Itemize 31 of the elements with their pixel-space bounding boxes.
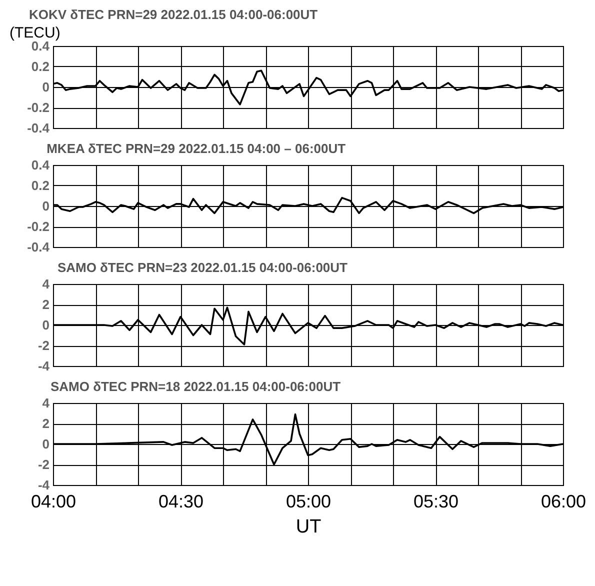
y-tick-label: -2 bbox=[38, 338, 50, 353]
y-tick-label: 2 bbox=[42, 297, 50, 312]
x-tick-label: 06:00 bbox=[540, 492, 586, 512]
y-tick-label: 0.2 bbox=[31, 178, 50, 193]
x-tick-label: 04:30 bbox=[158, 492, 204, 512]
chart-title: MKEA δTEC PRN=29 2022.01.15 04:00 – 06:00UT bbox=[46, 141, 346, 156]
y-tick-label: 0.4 bbox=[31, 38, 50, 54]
y-tick-label: 0 bbox=[42, 436, 50, 452]
y-tick-label: 0 bbox=[42, 318, 50, 332]
chart-title: KOKV δTEC PRN=29 2022.01.15 04:00-06:00UT bbox=[29, 7, 318, 22]
y-tick-label: 0 bbox=[42, 198, 50, 214]
y-tick-label: 0.2 bbox=[31, 59, 50, 74]
y-tick-label: 4 bbox=[42, 396, 50, 410]
y-tick-label: -2 bbox=[38, 457, 50, 472]
y-tick-label: -0.2 bbox=[27, 100, 50, 115]
chart-title: SAMO δTEC PRN=23 2022.01.15 04:00-06:00UT bbox=[57, 260, 348, 275]
x-tick-label: 04:00 bbox=[30, 492, 76, 512]
x-tick-label: 05:30 bbox=[413, 492, 459, 512]
y-tick-label: -4 bbox=[38, 478, 50, 492]
y-tick-label: -0.4 bbox=[27, 120, 50, 136]
y-axis-title: (TECU) bbox=[10, 24, 60, 42]
y-tick-label: 2 bbox=[42, 416, 50, 431]
y-tick-label: 0.4 bbox=[31, 158, 50, 172]
y-tick-label: 0 bbox=[42, 80, 50, 94]
y-tick-label: -4 bbox=[38, 358, 50, 374]
x-axis-title: UT bbox=[296, 516, 322, 538]
y-tick-label: -0.2 bbox=[27, 219, 50, 234]
y-tick-label: 4 bbox=[42, 276, 50, 292]
chart-title: SAMO δTEC PRN=18 2022.01.15 04:00-06:00UT bbox=[50, 379, 341, 394]
x-tick-label: 05:00 bbox=[286, 492, 332, 512]
y-tick-label: -0.4 bbox=[27, 240, 50, 254]
